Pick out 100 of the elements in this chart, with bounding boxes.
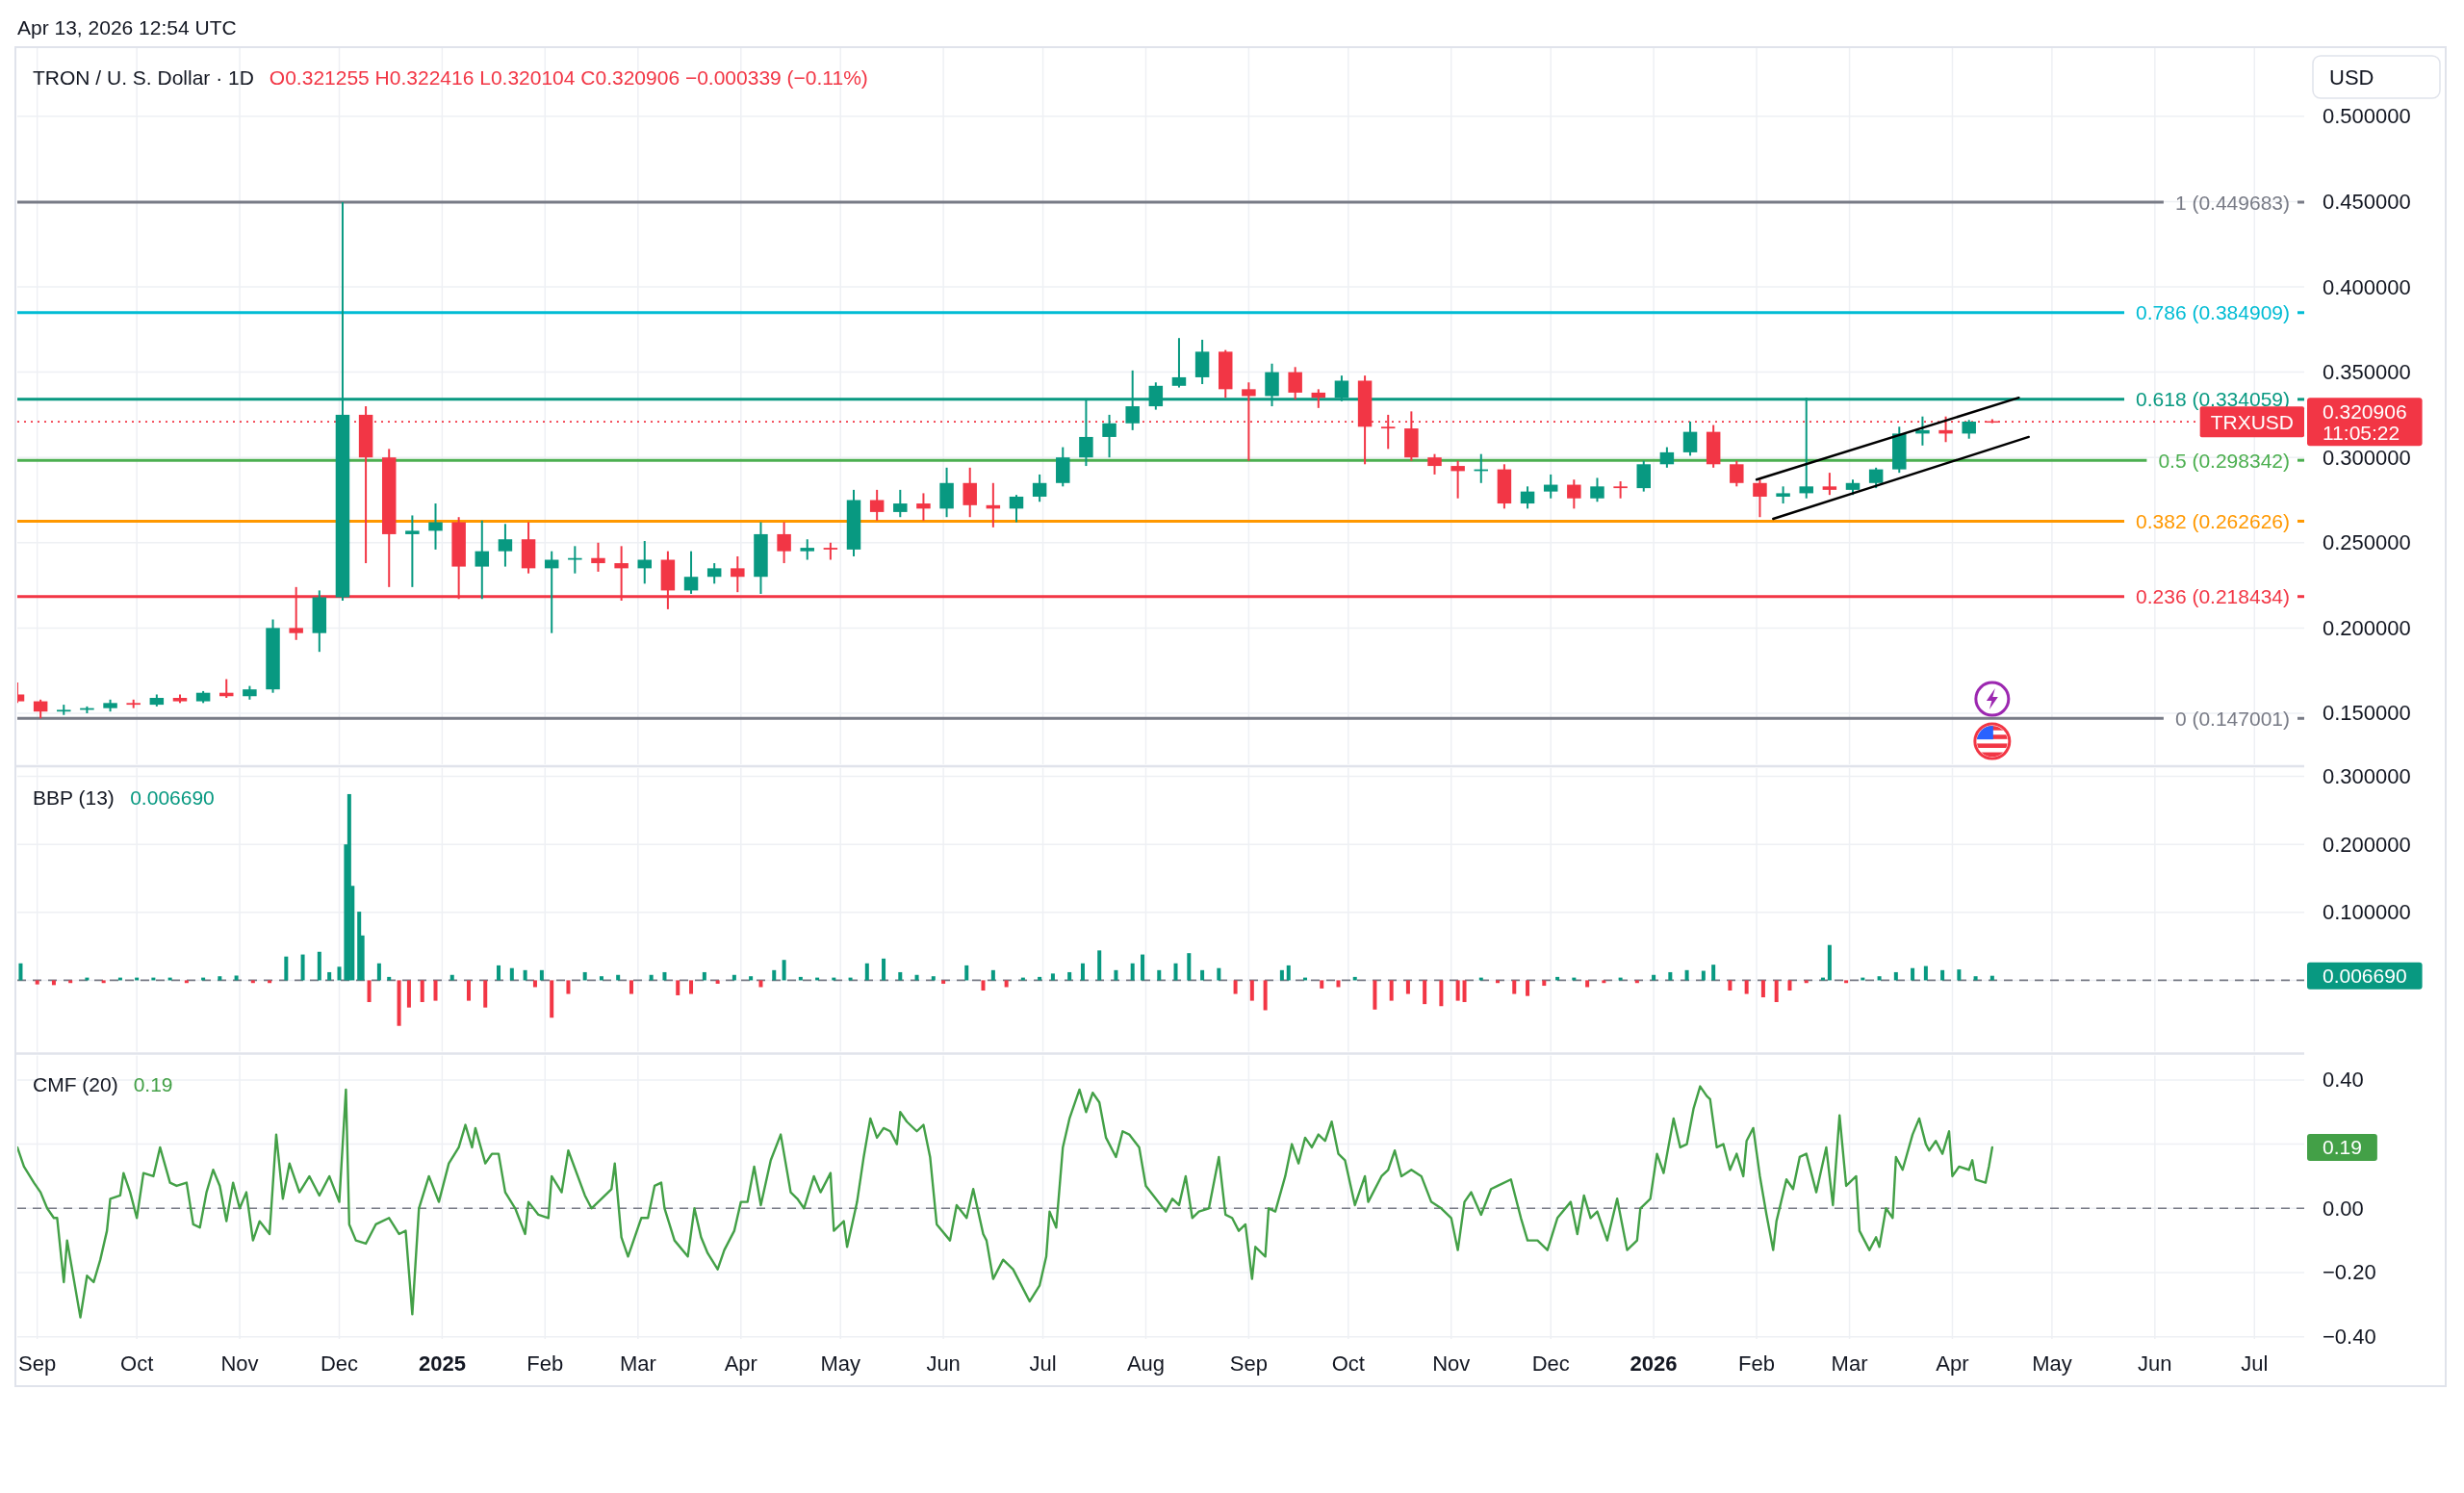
bar: [397, 980, 401, 1026]
bar: [406, 980, 411, 1008]
candlestick: [893, 488, 908, 519]
bar: [497, 965, 501, 981]
candlestick: [1753, 478, 1767, 519]
bar: [337, 966, 342, 981]
bar: [1249, 980, 1254, 1001]
bar: [1067, 971, 1072, 981]
bar: [1512, 980, 1517, 994]
ref-line-label: 0.618 (0.334059): [2136, 388, 2290, 411]
bar: [1923, 965, 1928, 981]
bar: [1141, 954, 1145, 981]
x-tick-label: Aug: [1126, 1351, 1166, 1376]
bar: [772, 969, 777, 981]
ref-line-label: 0.382 (0.262626): [2136, 509, 2290, 532]
x-tick-label: Oct: [1331, 1351, 1365, 1376]
bar: [367, 980, 372, 1003]
bar: [582, 971, 587, 981]
bar: [68, 980, 73, 984]
y-tick-label: 0.00: [2323, 1196, 2364, 1221]
candlestick: [1102, 413, 1116, 459]
candlestick: [1427, 452, 1442, 476]
bar: [1585, 980, 1590, 988]
candlestick: [33, 698, 48, 720]
candlestick: [1730, 459, 1744, 488]
x-tick-label: Apr: [724, 1351, 757, 1376]
text: 0.19: [2323, 1136, 2362, 1159]
candlestick: [1520, 485, 1535, 510]
text: Apr 13, 2026 12:54 UTC: [17, 15, 237, 39]
bar: [1114, 969, 1118, 981]
bar: [357, 912, 362, 981]
x-tick-label: Oct: [120, 1351, 154, 1376]
bar: [1634, 980, 1639, 984]
bar: [420, 980, 424, 1003]
y-tick-label: 0.200000: [2323, 832, 2411, 857]
x-tick-label: Mar: [619, 1351, 656, 1376]
candlestick: [1590, 476, 1604, 503]
candlestick: [1450, 459, 1465, 500]
text: O0.321255 H0.322416 L0.320104 C0.320906 −0.000339 (−0.11%): [269, 65, 868, 89]
bar: [1774, 980, 1779, 1003]
y-tick-label: −0.40: [2323, 1325, 2376, 1350]
x-tick-label: May: [2032, 1351, 2072, 1376]
bar: [1187, 953, 1192, 981]
candlestick: [1962, 419, 1976, 440]
bar: [466, 980, 471, 1001]
y-tick-label: 0.400000: [2323, 274, 2411, 299]
bar: [864, 963, 869, 981]
x-tick-label: 2025: [418, 1351, 466, 1376]
bar: [101, 980, 106, 984]
candlestick: [1288, 366, 1302, 400]
bar: [1050, 973, 1055, 981]
candlestick: [916, 492, 931, 522]
x-tick-label: Apr: [1936, 1351, 1969, 1376]
bar: [1405, 980, 1410, 994]
bar: [250, 980, 255, 984]
bar: [964, 965, 969, 981]
bar: [1097, 950, 1102, 981]
y-tick-label: 0.200000: [2323, 615, 2411, 640]
text: 0.006690: [130, 785, 215, 809]
bar: [782, 960, 786, 981]
y-tick-label: 0.500000: [2323, 104, 2411, 129]
bar: [1336, 980, 1341, 988]
bar: [1893, 971, 1898, 981]
x-tick-label: Jun: [2138, 1351, 2172, 1376]
x-tick-label: Jul: [1029, 1351, 1057, 1376]
bar: [1957, 969, 1962, 981]
bar: [1080, 963, 1085, 981]
bar: [1157, 969, 1162, 981]
bar: [1217, 967, 1221, 981]
bar: [662, 971, 667, 981]
candlestick: [1682, 421, 1698, 457]
bar: [1423, 980, 1427, 1005]
bar: [35, 980, 39, 985]
candlestick: [1311, 388, 1326, 409]
bar: [1373, 980, 1377, 1010]
candlestick: [823, 541, 838, 561]
x-tick-label: May: [820, 1351, 860, 1376]
candlestick: [475, 519, 490, 601]
candlestick: [962, 466, 977, 519]
bar: [898, 971, 903, 981]
bar: [18, 963, 23, 981]
ref-line-label: 0.786 (0.384909): [2136, 301, 2290, 324]
bar: [1233, 980, 1238, 994]
bar: [1263, 980, 1268, 1011]
candlestick: [731, 554, 745, 594]
bar: [1744, 980, 1749, 994]
bar: [1711, 965, 1716, 981]
bar: [483, 980, 488, 1008]
text: CMF (20): [33, 1073, 118, 1096]
candlestick: [1613, 480, 1628, 500]
bar: [234, 975, 239, 981]
candlestick: [1032, 473, 1047, 503]
candlestick: [706, 562, 722, 585]
bar: [1320, 980, 1324, 989]
bar: [629, 980, 633, 994]
bar: [1684, 969, 1689, 981]
bar: [702, 971, 706, 981]
bar: [1542, 980, 1547, 987]
y-axis-title: USD: [2329, 64, 2374, 90]
bar: [284, 956, 289, 981]
